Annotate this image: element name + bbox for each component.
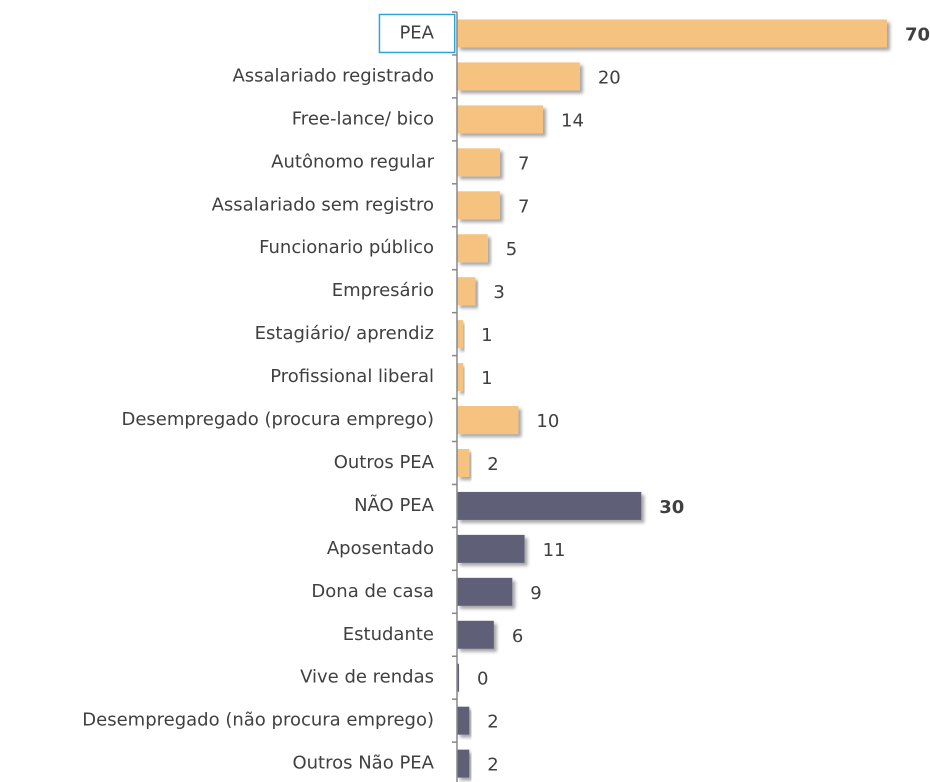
- category-label: Aposentado: [327, 538, 434, 559]
- value-label: 6: [512, 626, 523, 647]
- category-label: NÃO PEA: [354, 494, 435, 516]
- value-label: 1: [481, 325, 492, 346]
- bar: [457, 663, 459, 692]
- bar: [457, 320, 464, 349]
- bar: [457, 534, 525, 563]
- bar: [457, 191, 500, 220]
- category-label: Funcionario público: [259, 237, 434, 258]
- value-label: 7: [518, 196, 529, 217]
- value-label: 1: [481, 368, 492, 389]
- bar: [457, 620, 494, 649]
- bar: [457, 234, 488, 263]
- category-label: Estagiário/ aprendiz: [255, 323, 434, 344]
- bar: [457, 62, 580, 91]
- bar: [457, 448, 470, 477]
- value-label: 2: [487, 755, 498, 776]
- bar: [457, 19, 887, 48]
- category-label: Autônomo regular: [271, 151, 434, 172]
- value-label: 20: [598, 67, 621, 88]
- bar: [457, 363, 464, 392]
- value-label: 10: [536, 411, 559, 432]
- value-label: 5: [506, 239, 517, 260]
- category-label: Vive de rendas: [300, 667, 434, 688]
- bar: [457, 148, 500, 177]
- category-label: PEA: [399, 22, 434, 43]
- category-label: Assalariado registrado: [232, 65, 434, 86]
- category-label: Outros Não PEA: [292, 753, 434, 774]
- bar: [457, 491, 642, 520]
- category-label: Free-lance/ bico: [292, 108, 434, 129]
- bar: [457, 749, 470, 778]
- category-label: Desempregado (não procura emprego): [82, 710, 434, 731]
- value-label: 9: [530, 583, 541, 604]
- category-label: Empresário: [332, 280, 434, 301]
- bar: [457, 406, 519, 435]
- selection-box: [378, 13, 456, 54]
- bar: [457, 105, 543, 134]
- bar: [457, 277, 476, 306]
- value-label: 2: [487, 454, 498, 475]
- value-label: 70: [905, 24, 930, 45]
- category-label: Profissional liberal: [270, 366, 434, 387]
- value-label: 7: [518, 153, 529, 174]
- value-label: 11: [543, 540, 566, 561]
- bar: [457, 577, 513, 606]
- category-label: Desempregado (procura emprego): [121, 409, 434, 430]
- value-label: 3: [493, 282, 504, 303]
- bar: [457, 706, 470, 735]
- category-label: Assalariado sem registro: [212, 194, 434, 215]
- value-label: 30: [659, 497, 684, 518]
- category-label: Estudante: [343, 624, 434, 645]
- category-label: Dona de casa: [311, 581, 434, 602]
- category-label: Outros PEA: [334, 452, 435, 473]
- value-label: 2: [487, 712, 498, 733]
- value-label: 14: [561, 110, 584, 131]
- value-label: 0: [477, 669, 488, 690]
